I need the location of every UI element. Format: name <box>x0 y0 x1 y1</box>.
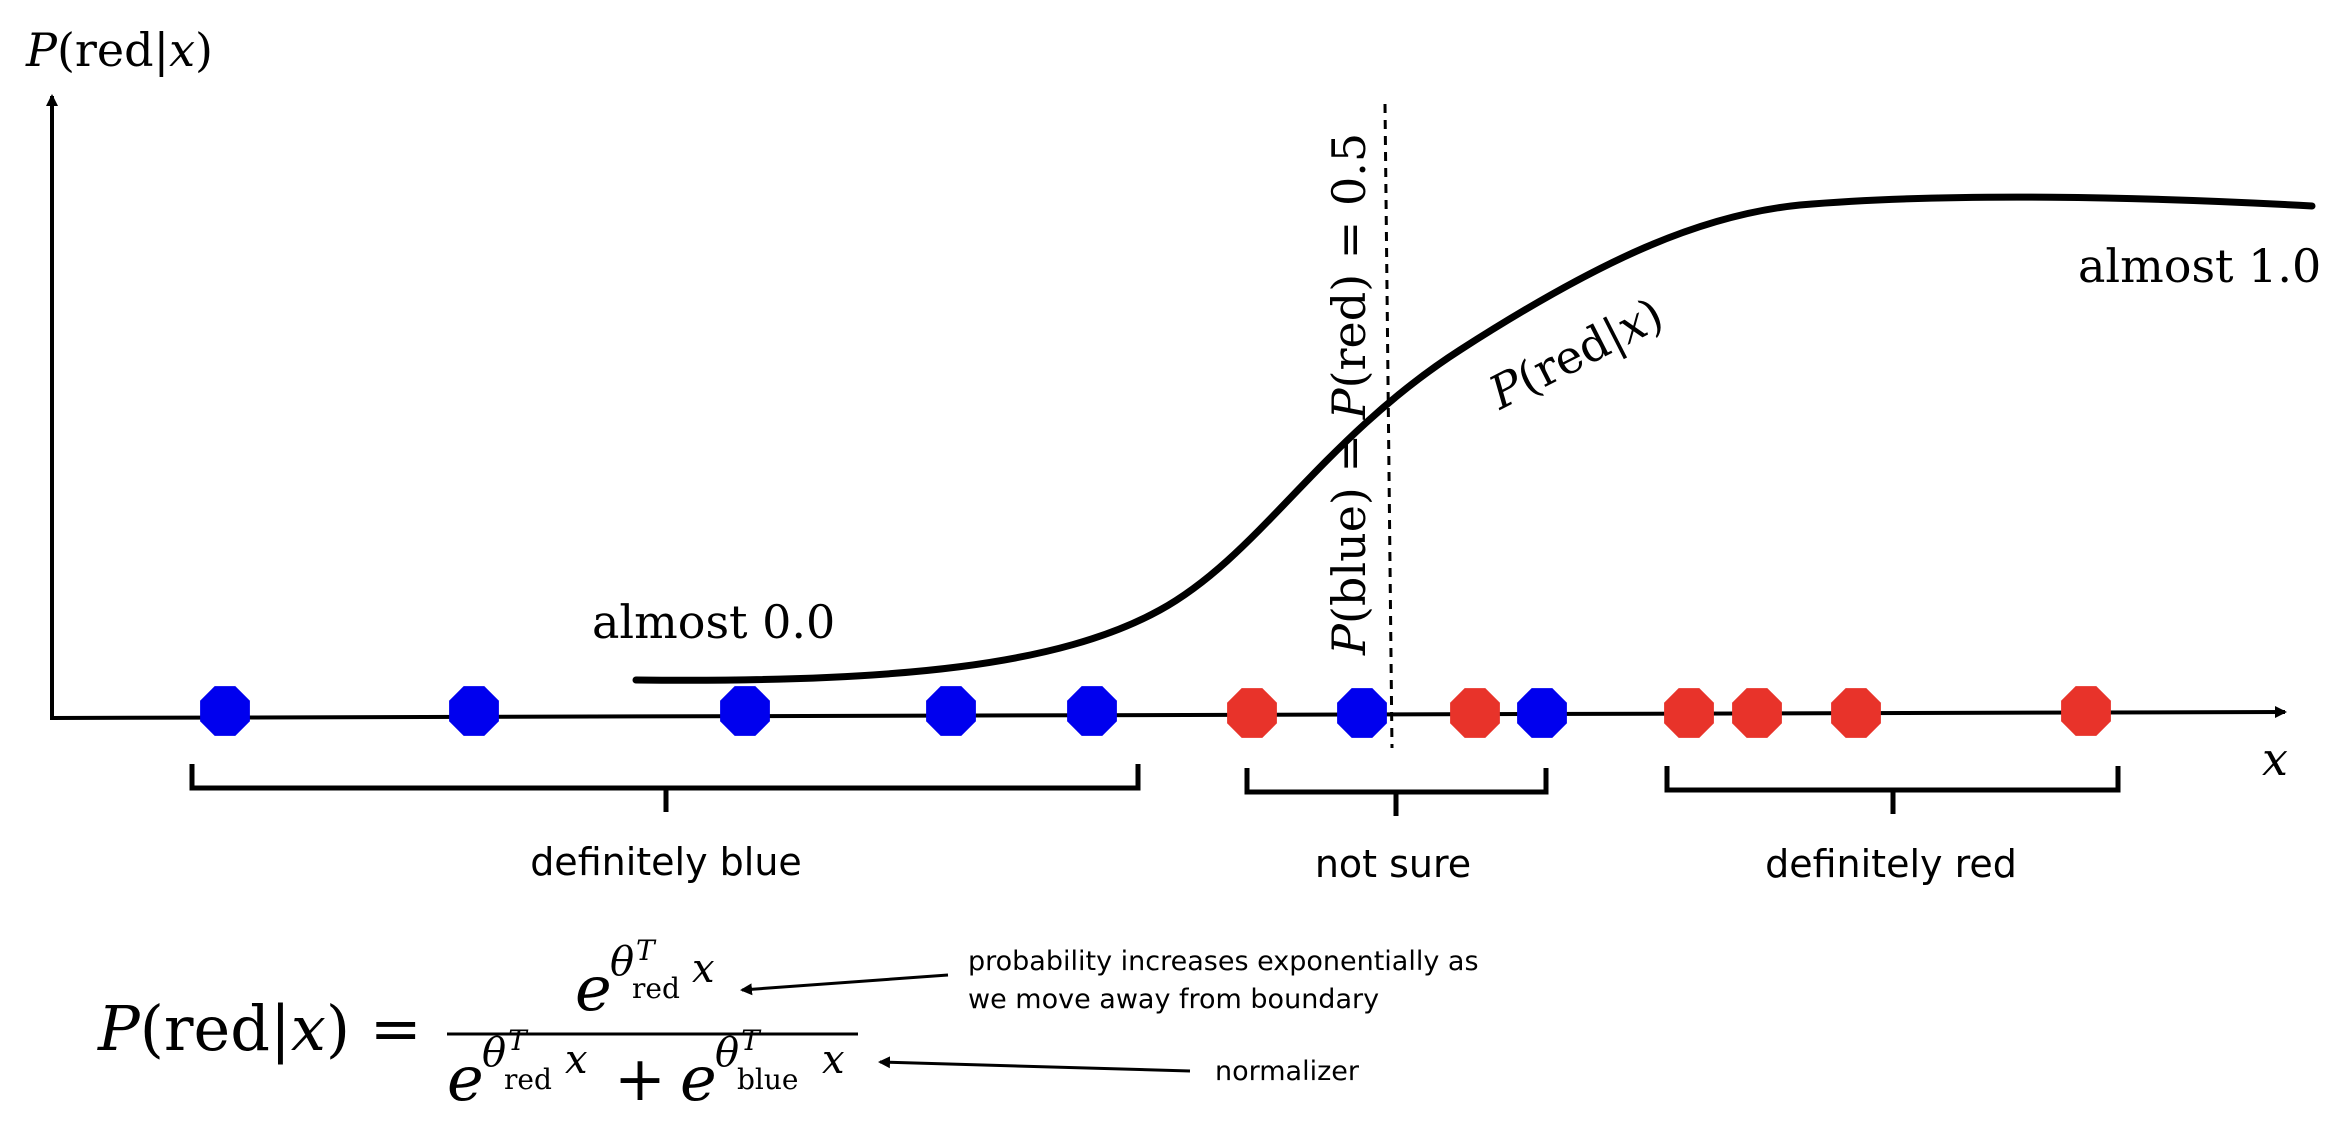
numerator-note-arrow <box>740 973 949 996</box>
data-points <box>200 686 2111 738</box>
svg-text:T: T <box>741 1024 762 1057</box>
sigmoid-curve <box>632 193 2316 684</box>
svg-text:T: T <box>636 934 657 967</box>
y-label-given: x <box>169 23 195 77</box>
svg-text:P(blue) = P(red) = 0.5: P(blue) = P(red) = 0.5 <box>1322 133 1376 656</box>
numerator-note-line1: probability increases exponentially as <box>968 946 1479 977</box>
formula-lhs: P(red|x) = <box>97 992 422 1065</box>
blue-data-point <box>926 686 976 736</box>
svg-text:T: T <box>508 1024 529 1057</box>
svg-text:e: e <box>575 952 612 1025</box>
x-axis <box>51 706 2287 720</box>
formula-denominator: e θ T red x + e θ T blue x <box>447 1024 845 1115</box>
almost-low-label: almost 0.0 <box>592 595 835 649</box>
svg-text:x: x <box>565 1037 588 1083</box>
brace-definitely-red <box>1664 766 2121 814</box>
red-data-point <box>1450 688 1500 738</box>
svg-text:θ: θ <box>715 1030 739 1076</box>
svg-text:+: + <box>614 1042 666 1115</box>
svg-text:θ: θ <box>482 1030 506 1076</box>
formula: P(red|x) = e θ T red x e θ T red x + e θ… <box>97 934 858 1115</box>
svg-text:red: red <box>632 972 680 1005</box>
y-label-arg: red <box>75 23 154 77</box>
y-axis-label: P(red|x) <box>25 23 213 77</box>
blue-data-point <box>200 686 250 736</box>
normalizer-note: normalizer <box>1215 1056 1360 1087</box>
blue-data-point <box>1517 688 1567 738</box>
svg-text:x: x <box>692 946 715 992</box>
red-data-point <box>1664 688 1714 738</box>
boundary-label: P(blue) = P(red) = 0.5 <box>1322 133 1376 656</box>
label-definitely-blue: definitely blue <box>530 840 802 884</box>
red-data-point <box>2061 686 2111 736</box>
brace-definitely-blue <box>189 764 1141 812</box>
red-data-point <box>1227 688 1277 738</box>
svg-text:red: red <box>504 1063 552 1096</box>
formula-numerator: e θ T red x <box>575 934 715 1025</box>
red-data-point <box>1831 688 1881 738</box>
svg-text:blue: blue <box>737 1063 798 1096</box>
label-definitely-red: definitely red <box>1765 842 2017 886</box>
blue-data-point <box>720 686 770 736</box>
svg-text:P(red|x): P(red|x) <box>1480 287 1672 420</box>
svg-text:e: e <box>447 1042 484 1115</box>
svg-text:θ: θ <box>610 939 634 985</box>
blue-data-point <box>1067 686 1117 736</box>
almost-high-label: almost 1.0 <box>2078 239 2321 293</box>
label-not-sure: not sure <box>1315 842 1471 886</box>
numerator-note-line2: we move away from boundary <box>968 984 1379 1015</box>
svg-text:x: x <box>822 1037 845 1083</box>
blue-data-point <box>449 686 499 736</box>
normalizer-arrow <box>878 1056 1191 1073</box>
decision-boundary-line <box>1383 103 1394 749</box>
blue-data-point <box>1337 688 1387 738</box>
svg-text:e: e <box>680 1042 717 1115</box>
x-axis-label: x <box>2262 732 2288 786</box>
y-label-var: P <box>25 23 58 77</box>
brace-not-sure <box>1244 768 1549 816</box>
curve-label: P(red|x) <box>1480 287 1672 420</box>
red-data-point <box>1732 688 1782 738</box>
